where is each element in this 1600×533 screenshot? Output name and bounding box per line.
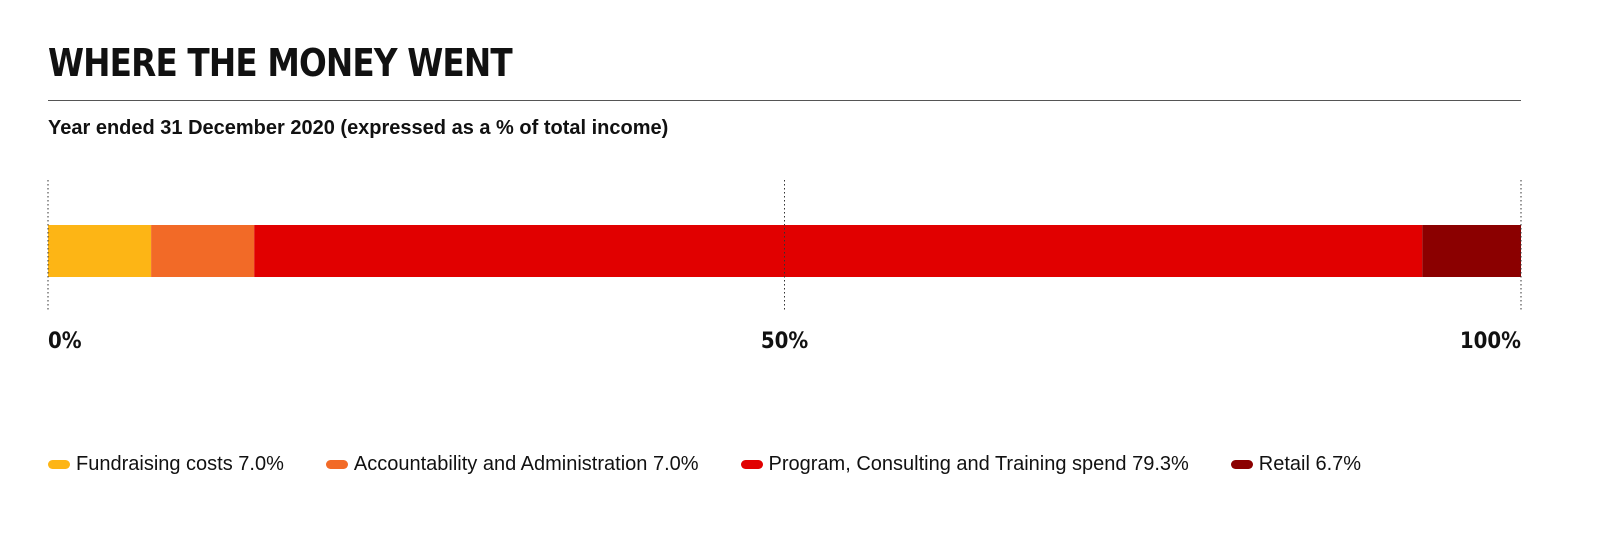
legend-label-administration: Accountability and Administration 7.0%	[353, 453, 699, 475]
legend-label-fundraising: Fundraising costs 7.0%	[76, 453, 284, 475]
bar-segment-accountability-and-administration	[151, 225, 255, 277]
legend-swatch-fundraising	[48, 460, 70, 469]
title-divider	[48, 100, 1521, 101]
legend-item-program: Program, Consulting and Training spend 7…	[740, 453, 1189, 476]
legend-swatch-retail	[1230, 460, 1253, 469]
legend-label-retail: Retail 6.7%	[1258, 453, 1362, 475]
tick-label-50: 50%	[761, 329, 809, 354]
legend-item-fundraising: Fundraising costs 7.0%	[48, 453, 284, 476]
bar-segment-program-consulting-and-training-spend	[254, 225, 1423, 277]
legend-item-administration: Accountability and Administration 7.0%	[325, 453, 699, 476]
legend-item-retail: Retail 6.7%	[1230, 453, 1362, 476]
tick-label-0: 0%	[48, 329, 82, 354]
chart-title: WHERE THE MONEY WENT	[48, 41, 513, 85]
chart-subtitle: Year ended 31 December 2020 (expressed a…	[48, 117, 669, 139]
legend-swatch-administration	[325, 460, 348, 469]
legend-label-program: Program, Consulting and Training spend 7…	[768, 453, 1189, 475]
tick-label-100: 100%	[1460, 329, 1521, 354]
chart-legend: Fundraising costs 7.0% Accountability an…	[48, 453, 1361, 476]
bar-segment-fundraising-costs	[48, 225, 152, 277]
bar-segment-retail	[1422, 225, 1521, 277]
legend-swatch-program	[740, 460, 763, 469]
stacked-bar-chart: 0% 50% 100%	[47, 180, 1522, 354]
